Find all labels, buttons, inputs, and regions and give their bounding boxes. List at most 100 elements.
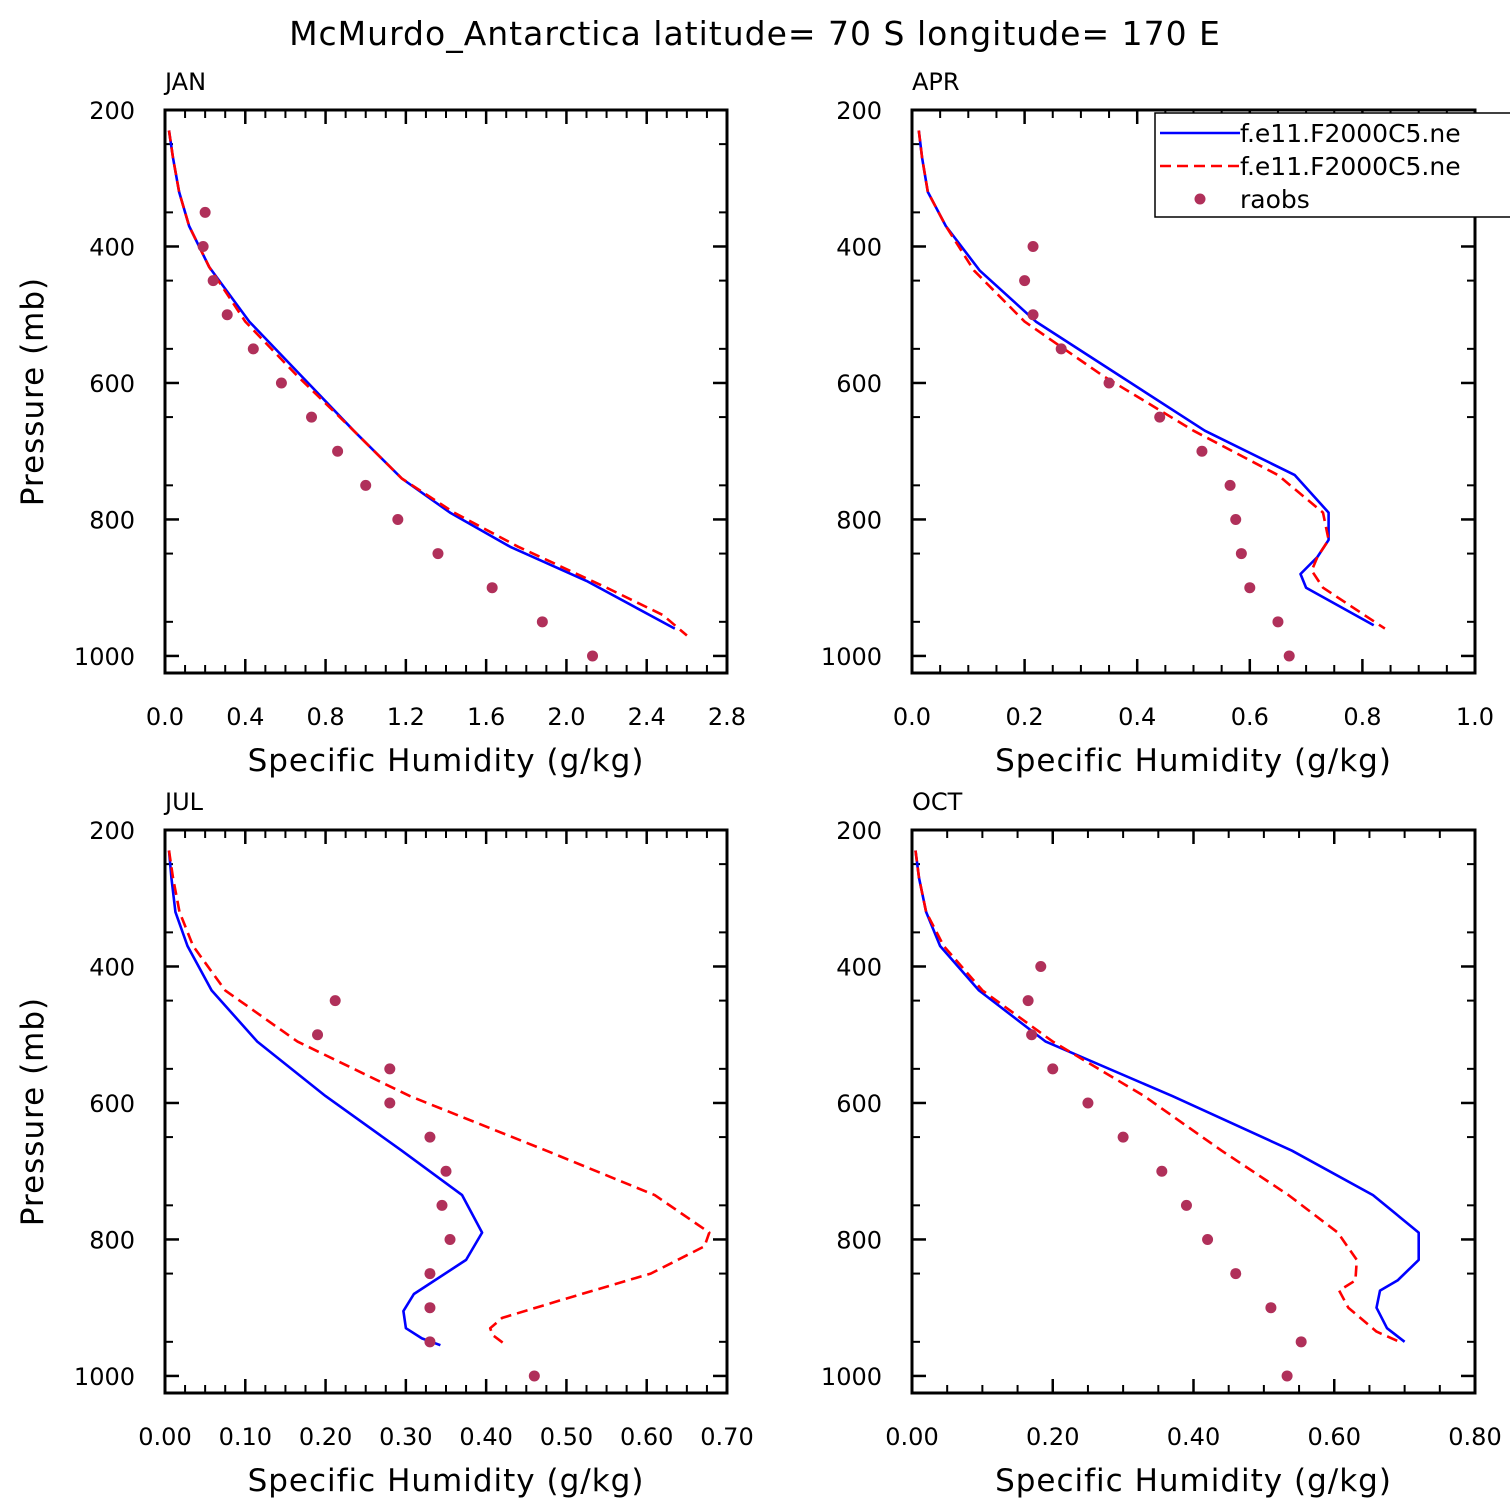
x-tick-label: 1.2 [387,703,425,731]
raobs-point [1027,309,1039,321]
raobs-point [207,275,219,287]
raobs-point [432,548,444,560]
x-axis-label: Specific Humidity (g/kg) [995,1463,1392,1499]
x-tick-label: 0.00 [885,1423,938,1451]
x-tick-label: 0.60 [1308,1423,1361,1451]
series-line-solid [167,130,676,630]
raobs-point [221,309,233,321]
raobs-point [197,240,209,252]
raobs-point [536,616,548,628]
x-tick-label: 0.6 [1231,703,1269,731]
y-tick-label: 1000 [821,1363,882,1391]
y-tick-label: 1000 [821,643,882,671]
raobs-point [1196,445,1208,457]
x-tick-label: 1.6 [467,703,505,731]
x-tick-label: 0.60 [620,1423,673,1451]
panel-label: APR [912,68,960,96]
x-tick-label: 2.8 [708,703,746,731]
series-line-dashed [167,850,711,1347]
y-tick-label: 400 [89,953,135,981]
y-axis-label: Pressure (mb) [15,277,51,506]
x-tick-label: 0.00 [138,1423,191,1451]
x-axis-label: Specific Humidity (g/kg) [995,743,1392,779]
raobs-point [1156,1165,1168,1177]
x-tick-label: 0.4 [1118,703,1156,731]
panels: JAN 0.0 0.4 0.8 1.2 1.6 2.0 2.4 2.8 200 400 600 800 1… [15,68,1502,1499]
x-axis-label: Specific Humidity (g/kg) [248,743,645,779]
raobs-point [1272,616,1284,628]
x-tick-label: 0.40 [459,1423,512,1451]
raobs-point [275,377,287,389]
raobs-point [1281,1370,1293,1382]
y-tick-label: 800 [836,506,882,534]
raobs-point [384,1097,396,1109]
raobs-point [444,1233,456,1245]
raobs-point [424,1302,436,1314]
panel-label: JUL [163,788,204,816]
raobs-point [1224,479,1236,491]
raobs-point [1035,960,1047,972]
series-line-dashed [914,850,1404,1345]
raobs-point [1026,1029,1038,1041]
raobs-point [1244,582,1256,594]
y-tick-label: 200 [836,817,882,845]
legend-label: f.e11.F2000C5.ne [1240,119,1461,148]
y-tick-label: 200 [89,817,135,845]
x-tick-label: 2.4 [628,703,666,731]
plot-frame [163,828,729,1395]
raobs-point [1230,1268,1242,1280]
raobs-point [587,650,599,662]
raobs-point [1022,995,1034,1007]
y-tick-label: 1000 [74,643,135,671]
x-tick-label: 0.8 [1343,703,1381,731]
series-line-dashed [167,130,688,637]
x-tick-label: 0.8 [306,703,344,731]
series-line-solid [914,850,1420,1343]
raobs-point [1283,650,1295,662]
y-tick-label: 600 [89,370,135,398]
x-tick-label: 0.10 [219,1423,272,1451]
x-tick-label: 0.0 [146,703,184,731]
panel-label: JAN [163,68,206,96]
raobs-point [332,445,344,457]
raobs-point [312,1029,324,1041]
y-tick-label: 800 [89,1226,135,1254]
panel-jan: JAN 0.0 0.4 0.8 1.2 1.6 2.0 2.4 2.8 200 400 600 800 1… [15,68,746,779]
y-tick-label: 200 [836,97,882,125]
raobs-point [306,411,318,423]
raobs-point [1082,1097,1094,1109]
y-tick-label: 600 [836,370,882,398]
x-tick-label: 0.20 [1026,1423,1079,1451]
series-line-dashed [917,130,1386,630]
plot-frame [910,828,1477,1395]
y-tick-label: 800 [836,1226,882,1254]
x-tick-label: 0.30 [379,1423,432,1451]
raobs-point [199,206,211,218]
x-tick-label: 0.4 [226,703,264,731]
raobs-point [247,343,259,355]
raobs-point [424,1336,436,1348]
y-tick-label: 1000 [74,1363,135,1391]
raobs-point [1235,548,1247,560]
panel-jul: JUL 0.00 0.10 0.20 0.30 0.40 0.50 0.60 0.70 200 40… [15,788,754,1499]
raobs-point [1202,1233,1214,1245]
raobs-point [528,1370,540,1382]
raobs-point [384,1063,396,1075]
x-tick-label: 0.2 [1006,703,1044,731]
raobs-point [1027,240,1039,252]
raobs-point [436,1199,448,1211]
y-tick-label: 400 [836,953,882,981]
raobs-point [1230,513,1242,525]
y-tick-label: 800 [89,506,135,534]
raobs-point [1019,275,1031,287]
y-tick-label: 200 [89,97,135,125]
x-tick-label: 0.20 [299,1423,352,1451]
x-tick-label: 0.80 [1448,1423,1501,1451]
raobs-point [424,1131,436,1143]
series-line-solid [167,850,484,1347]
y-tick-label: 400 [836,233,882,261]
raobs-point [1265,1302,1277,1314]
legend-label: f.e11.F2000C5.ne [1240,152,1461,181]
raobs-point [1117,1131,1129,1143]
